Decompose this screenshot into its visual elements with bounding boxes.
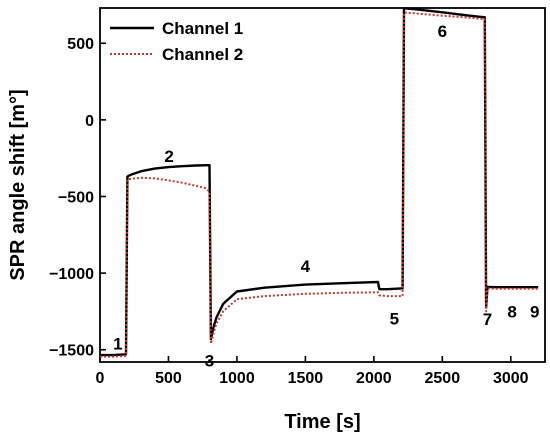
ticks-layer: 0 500 1000 1500 2000 2500 3000−1500−1000−50005… — [49, 36, 529, 387]
y-tick-label: 0 — [85, 113, 94, 130]
x-tick-label: 500 — [155, 370, 182, 387]
x-tick-label: 1000 — [219, 370, 255, 387]
series-line-channel-1 — [100, 7, 539, 357]
segment-label: 3 — [205, 351, 214, 370]
x-axis-label: Time [s] — [284, 411, 360, 433]
annotations-layer: 1 2 3 4 5 6 7 8 9 — [113, 22, 539, 370]
y-tick-label: 500 — [67, 36, 94, 53]
x-tick-label: 2000 — [356, 370, 392, 387]
segment-label: 1 — [113, 335, 122, 354]
y-tick-label: −1000 — [49, 266, 94, 283]
segment-label: 4 — [301, 257, 311, 276]
y-tick-label: −1500 — [49, 343, 94, 360]
segment-label: 2 — [164, 147, 173, 166]
legend-label-channel-1: Channel 1 — [162, 19, 243, 38]
legend: Channel 1 Channel 2 — [110, 19, 243, 64]
plot-frame — [99, 7, 546, 363]
segment-label: 5 — [390, 309, 399, 328]
segment-label: 8 — [507, 302, 516, 321]
segment-label: 6 — [438, 22, 447, 41]
x-tick-label: 1500 — [288, 370, 324, 387]
series-layer — [100, 7, 539, 358]
x-tick-label: 3000 — [493, 370, 529, 387]
segment-label: 7 — [483, 310, 492, 329]
legend-label-channel-2: Channel 2 — [162, 45, 243, 64]
segment-label: 9 — [530, 302, 539, 321]
x-tick-label: 2500 — [425, 370, 461, 387]
y-axis-label: SPR angle shift [m°] — [7, 89, 29, 280]
y-tick-label: −500 — [58, 189, 94, 206]
x-tick-label: 0 — [96, 370, 105, 387]
series-line-channel-2 — [100, 11, 539, 358]
plot-border — [99, 7, 546, 363]
